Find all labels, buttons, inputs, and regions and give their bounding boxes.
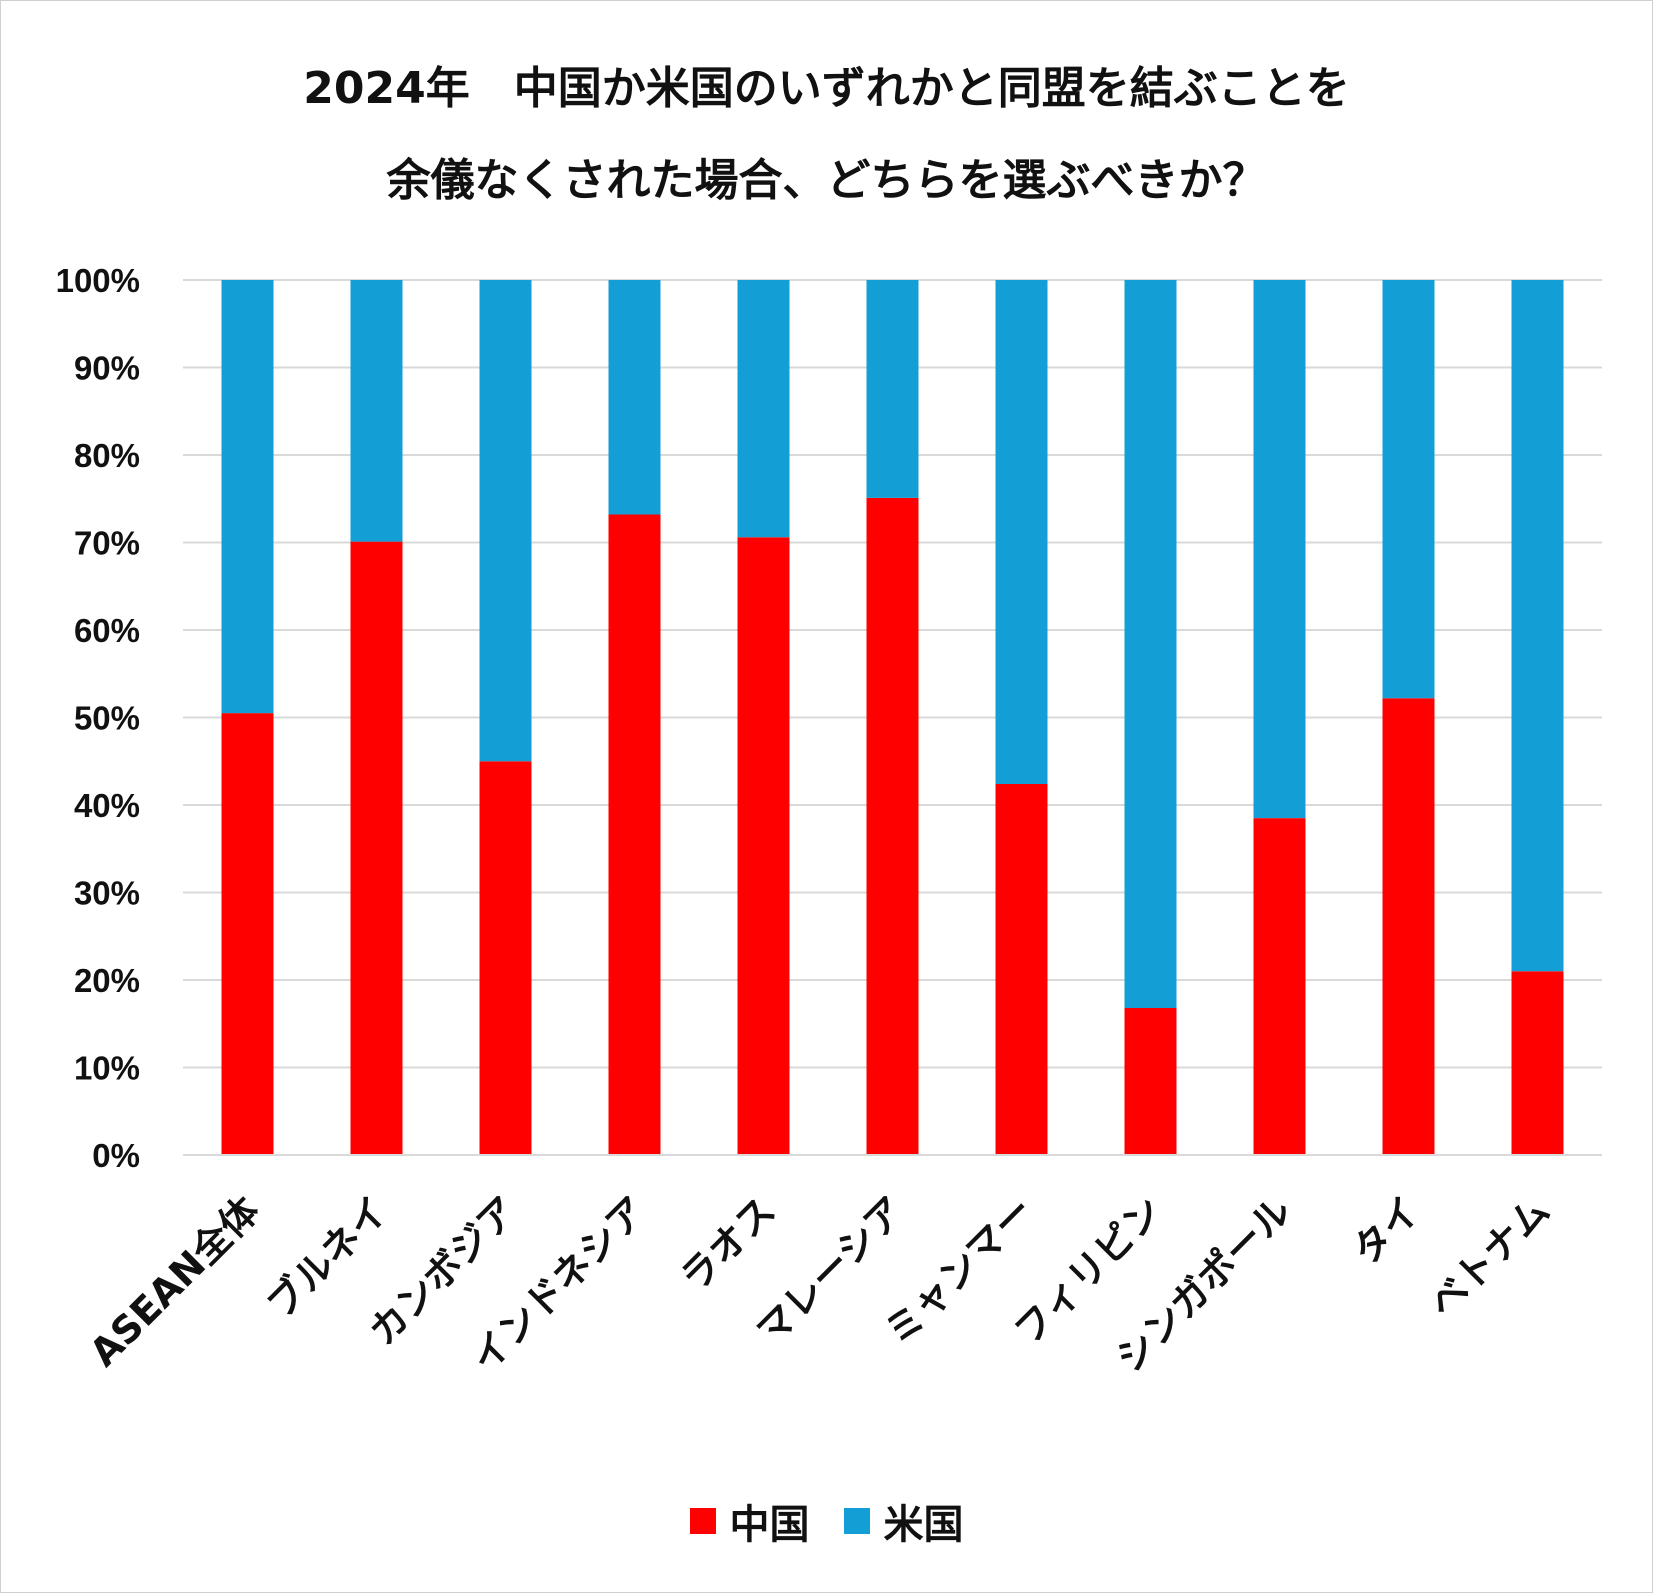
bar-segment-china	[221, 713, 274, 1155]
x-category-label: タイ	[1344, 1188, 1429, 1273]
y-tick-label: 90%	[74, 350, 140, 387]
x-category-label: ASEAN全体	[81, 1188, 268, 1375]
bar-segment-china	[737, 537, 790, 1155]
x-category-label: ベトナム	[1420, 1188, 1558, 1326]
legend-item-china: 中国	[689, 1492, 810, 1550]
x-category-label: ラオス	[672, 1188, 784, 1300]
stacked-bar-chart: 0% 10% 20% 30% 40% 50% 60% 70% 80% 90% 100% ASEAN全体…	[56, 262, 1602, 1381]
y-tick-label: 10%	[74, 1050, 140, 1087]
bar-segment-china	[866, 497, 919, 1155]
y-tick-label: 30%	[74, 875, 140, 912]
bar-segment-china	[995, 784, 1048, 1155]
bar-segment-usa	[1253, 280, 1306, 819]
legend-label-china: 中国	[729, 1502, 810, 1548]
bar-segment-china	[1511, 971, 1564, 1155]
bar-segment-usa	[866, 280, 919, 498]
bar-segment-usa	[995, 280, 1048, 784]
y-tick-label: 20%	[74, 962, 140, 999]
y-tick-label: 50%	[74, 700, 140, 737]
legend-label-usa: 米国	[883, 1502, 964, 1548]
y-tick-label: 80%	[74, 437, 140, 474]
legend: 中国 米国	[0, 1492, 1653, 1550]
y-tick-label: 0%	[92, 1137, 140, 1174]
y-tick-label: 100%	[56, 262, 140, 299]
bar-segment-usa	[1124, 280, 1177, 1008]
bar-segment-usa	[479, 280, 532, 762]
y-tick-label: 60%	[74, 612, 140, 649]
y-tick-label: 40%	[74, 787, 140, 824]
bar-segment-china	[608, 514, 661, 1155]
bar-segment-china	[1382, 698, 1435, 1155]
bar-segment-china	[479, 761, 532, 1155]
bar-segment-usa	[1382, 280, 1435, 699]
bar-segment-usa	[350, 280, 403, 542]
legend-swatch-usa	[843, 1508, 870, 1534]
bar-segment-usa	[1511, 280, 1564, 972]
chart-title-line-1: 2024年 中国か米国のいずれかと同盟を結ぶことを	[303, 63, 1350, 114]
bar-segment-china	[1124, 1008, 1177, 1155]
legend-item-usa: 米国	[843, 1492, 964, 1550]
y-tick-label: 70%	[74, 525, 140, 562]
bar-segment-china	[350, 541, 403, 1155]
bar-segment-usa	[221, 280, 274, 714]
bar-segment-usa	[737, 280, 790, 538]
chart-title-line-2: 余儀なくされた場合、どちらを選ぶべきか？	[386, 155, 1267, 206]
bar-segment-usa	[608, 280, 661, 515]
legend-swatch-china	[689, 1508, 716, 1534]
bar-segment-china	[1253, 818, 1306, 1155]
